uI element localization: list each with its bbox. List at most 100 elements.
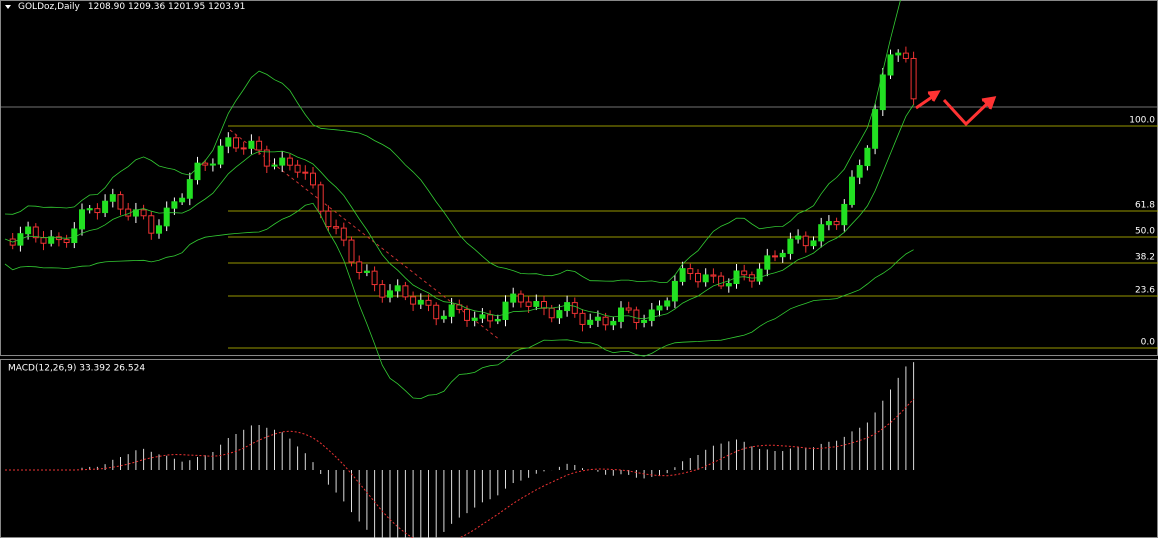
candle-body: [579, 312, 586, 325]
candle-body: [94, 208, 101, 214]
candle-body: [271, 164, 278, 167]
band-middle: [4, 104, 914, 320]
candle-body: [387, 290, 393, 298]
band-lower: [4, 202, 914, 400]
fib-label: 23.6: [1135, 286, 1155, 296]
candle-body: [671, 280, 678, 302]
candle-body: [648, 309, 655, 321]
candle-body: [294, 164, 301, 173]
candle-body: [541, 301, 547, 309]
candle-body: [248, 140, 255, 149]
candle-body: [202, 162, 209, 166]
candle-body: [556, 310, 563, 319]
candle-body: [587, 319, 594, 325]
candle-body: [302, 171, 309, 174]
candle-body: [340, 227, 347, 241]
candle-body: [379, 284, 386, 298]
candle-body: [317, 184, 324, 212]
candle-body: [286, 157, 293, 166]
candle-body: [148, 215, 155, 234]
candle-body: [240, 147, 247, 150]
candle-body: [718, 275, 725, 287]
candle-body: [656, 305, 663, 311]
candle-body: [594, 316, 601, 321]
candle-body: [494, 318, 501, 322]
candle-body: [25, 226, 32, 235]
candle-body: [209, 163, 216, 166]
candle-body: [140, 209, 147, 217]
candle-body: [425, 299, 432, 306]
candle-body: [879, 74, 886, 111]
candle-body: [841, 203, 848, 226]
candle-body: [194, 162, 201, 181]
candle-body: [679, 268, 686, 282]
price-plot: [4, 0, 917, 400]
forecast-arrows: [915, 90, 997, 127]
candle-body: [610, 320, 617, 326]
candle-body: [525, 301, 532, 307]
candle-body: [695, 272, 701, 283]
candle-body: [756, 268, 763, 282]
menu-triangle[interactable]: [5, 5, 11, 9]
candle-body: [117, 194, 124, 210]
candle-body: [186, 179, 193, 199]
candle-body: [217, 145, 224, 165]
candle-body: [725, 283, 732, 287]
candle-body: [256, 140, 263, 151]
candle-body: [487, 314, 494, 322]
candle-body: [741, 270, 748, 276]
candle-body: [810, 240, 817, 247]
candle-body: [179, 197, 186, 203]
candle-body: [440, 315, 447, 320]
candle-body: [402, 285, 409, 298]
candle-body: [825, 221, 832, 226]
candle-body: [902, 52, 909, 59]
candle-body: [71, 228, 78, 244]
fib-label: 100.0: [1129, 116, 1155, 126]
candle-body: [633, 309, 640, 323]
candle-body: [533, 301, 540, 307]
fib-label: 38.2: [1135, 253, 1155, 263]
candle-body: [310, 172, 316, 186]
candle-body: [102, 200, 109, 214]
candle-body: [787, 238, 794, 254]
candle-body: [233, 137, 239, 149]
macd-signal: [5, 398, 914, 538]
candle-body: [171, 201, 178, 209]
candle-body: [864, 147, 871, 167]
candle-body: [687, 268, 694, 274]
candle-body: [702, 274, 709, 283]
candle-body: [802, 235, 809, 247]
macd-plot: [5, 362, 915, 538]
candle-body: [849, 176, 855, 205]
band-upper: [4, 0, 901, 283]
candle-body: [417, 299, 424, 305]
candle-body: [602, 316, 609, 326]
candle-body: [833, 221, 840, 226]
candle-body: [764, 255, 771, 270]
candle-body: [279, 157, 286, 166]
candle-body: [363, 270, 370, 273]
candle-body: [910, 57, 917, 100]
candle-body: [48, 236, 55, 244]
candle-body: [895, 52, 902, 56]
candle-body: [163, 207, 170, 227]
candle-body: [772, 255, 778, 258]
candle-body: [502, 301, 509, 320]
candle-body: [371, 270, 378, 286]
candle-body: [325, 210, 332, 228]
candle-body: [109, 194, 116, 202]
fib-label: 61.8: [1135, 201, 1155, 211]
candle-body: [641, 319, 648, 323]
candle-body: [856, 165, 863, 178]
candle-body: [356, 261, 363, 273]
candle-body: [225, 137, 232, 147]
candle-body: [156, 225, 162, 234]
candle-body: [625, 307, 632, 311]
candle-body: [710, 274, 717, 277]
candle-body: [872, 109, 879, 149]
candle-body: [618, 307, 624, 322]
candle-body: [564, 302, 571, 312]
